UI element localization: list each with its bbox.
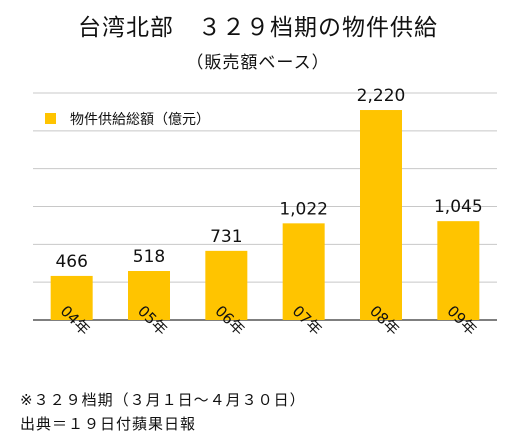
data-label: 731 xyxy=(210,227,242,247)
data-label: 1,022 xyxy=(279,199,328,219)
legend-swatch xyxy=(45,113,56,124)
chart-subtitle: （販売額ベース） xyxy=(186,53,330,73)
bar-04年 xyxy=(50,275,93,320)
data-label: 2,220 xyxy=(357,86,406,106)
data-label: 466 xyxy=(55,252,87,272)
bar-06年 xyxy=(205,250,248,320)
bar-05年 xyxy=(128,271,170,320)
bar-07年 xyxy=(282,223,325,320)
bar-08年 xyxy=(360,110,402,321)
footnote-period: ※３２９档期（３月１日～４月３０日） xyxy=(20,391,306,409)
footnote-source: 出典＝１９日付蘋果日報 xyxy=(20,415,197,433)
data-label: 1,045 xyxy=(434,197,483,217)
data-label: 518 xyxy=(133,247,165,267)
chart-title: 台湾北部 ３２９档期の物件供給 xyxy=(78,15,438,41)
legend-label: 物件供給総額（億元） xyxy=(70,112,210,128)
bar-09年 xyxy=(437,221,480,320)
